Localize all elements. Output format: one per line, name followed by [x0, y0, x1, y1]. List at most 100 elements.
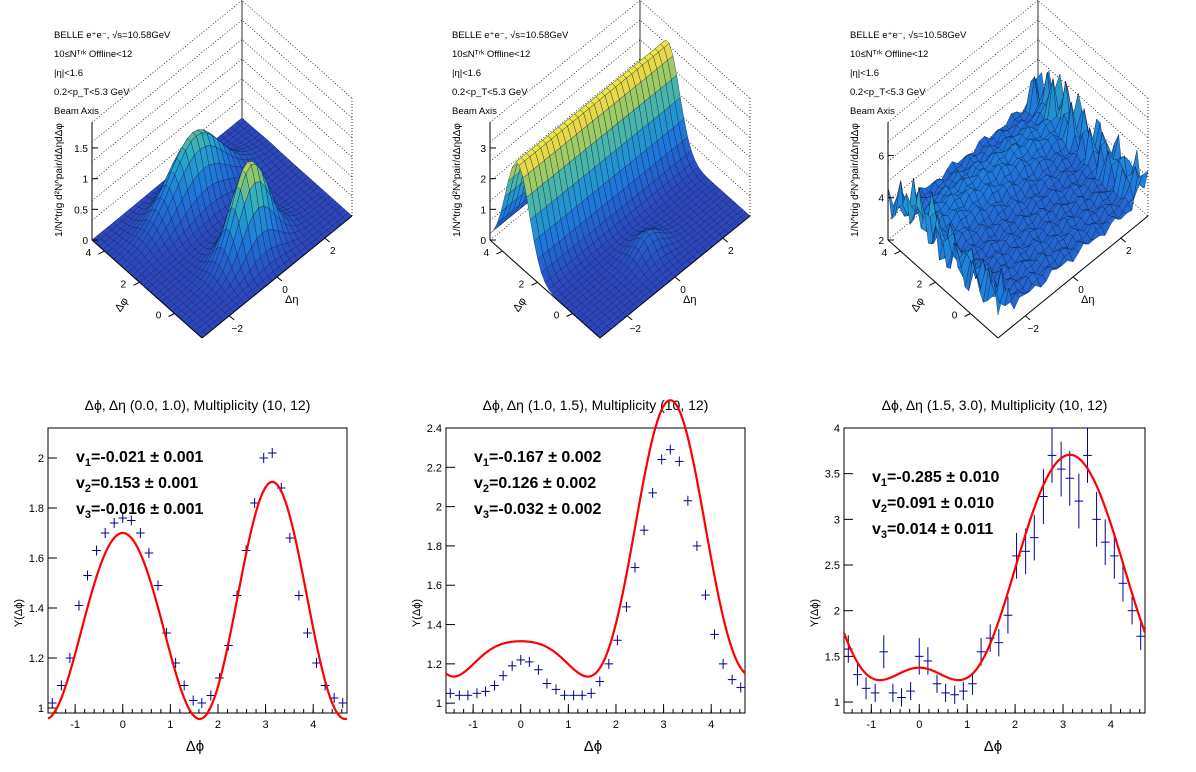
data-point: [65, 653, 75, 663]
info-line: 0.2<p_T<5.3 GeV: [452, 87, 528, 98]
chart-title: Δϕ, Δη (1.0, 1.5), Multiplicity (10, 12): [483, 397, 709, 413]
data-point: [870, 683, 880, 703]
fit-annotation: v1=-0.167 ± 0.002: [474, 449, 602, 469]
x-tick-label: -1: [468, 719, 478, 731]
data-point: [692, 540, 702, 551]
y-axis-label: Y(Δϕ): [411, 599, 423, 627]
y-tick-label: 4: [882, 248, 888, 259]
y-tick-label: 4: [86, 248, 92, 259]
data-point: [727, 674, 737, 685]
y-tick-label: 0: [952, 311, 958, 322]
data-point: [718, 658, 728, 669]
data-point: [534, 664, 543, 675]
x-tick-label: 4: [310, 719, 316, 731]
fit-annotation: v2=0.126 ± 0.002: [474, 475, 596, 495]
fit-annotation: v3=0.014 ± 0.011: [872, 521, 993, 541]
data-point: [188, 695, 198, 706]
data-point: [1092, 491, 1101, 547]
fit-curve: [445, 399, 746, 678]
data-point: [710, 629, 719, 640]
data-point: [127, 515, 136, 526]
y-axis-label: Y(Δϕ): [13, 599, 25, 627]
data-point: [639, 525, 649, 536]
x-tick-label: 1: [565, 719, 571, 731]
chart-panel-2: Δϕ, Δη (1.0, 1.5), Multiplicity (10, 12)…: [411, 397, 746, 755]
x-axis-label: Δϕ: [186, 738, 204, 755]
data-point: [303, 628, 312, 638]
info-line: BELLE e⁺e⁻, √s=10.58GeV: [850, 30, 967, 41]
data-point: [604, 658, 614, 669]
data-point: [516, 654, 526, 665]
y-axis-label: Δφ: [113, 295, 131, 314]
y-tick-label: 2.4: [427, 423, 442, 435]
data-point: [560, 690, 569, 701]
data-point: [312, 658, 321, 668]
info-line: Beam Axis: [850, 106, 895, 117]
fit-annotation: v3=-0.032 ± 0.002: [474, 501, 602, 521]
y-tick-label: 1.4: [29, 603, 44, 615]
y-tick-label: 2: [38, 453, 44, 465]
info-box: BELLE e⁺e⁻, √s=10.58GeV 10≤Nᵀʳᵏ Offline<1…: [54, 30, 171, 117]
info-line: |η|<1.6: [452, 68, 481, 79]
data-point: [736, 682, 745, 693]
z-tick-label: 0: [82, 236, 88, 247]
chart-panel-3: Δϕ, Δη (1.5, 3.0), Multiplicity (10, 12)…: [809, 397, 1147, 755]
z-axis-label: 1/N^trig d²N^pair/dΔηdΔφ: [850, 123, 861, 237]
y-tick-label: 0: [156, 311, 162, 322]
data-point: [100, 528, 110, 538]
y-tick-label: 3: [834, 514, 840, 526]
surface-panel-1: BELLE e⁺e⁻, √s=10.58GeV 10≤Nᵀʳᵏ Offline<1…: [54, 0, 353, 339]
data-point: [118, 513, 128, 523]
data-point: [490, 680, 499, 691]
y-tick-label: 1.8: [29, 503, 44, 515]
surface-mesh: [91, 117, 353, 339]
z-tick-label: 6: [878, 151, 884, 162]
info-line: Beam Axis: [54, 106, 99, 117]
y-tick-label: 2.2: [427, 462, 442, 474]
data-point: [1065, 450, 1075, 506]
data-point: [577, 690, 587, 701]
y-tick-label: 1: [834, 697, 840, 709]
data-point: [446, 688, 455, 699]
data-point: [74, 600, 84, 611]
data-point: [897, 688, 906, 707]
y-axis-label: Δφ: [511, 295, 529, 314]
data-point: [455, 690, 464, 701]
y-tick-label: 3.5: [825, 469, 840, 481]
data-point: [1003, 596, 1013, 634]
data-point: [57, 680, 66, 691]
y-tick-label: 2: [917, 279, 923, 290]
surface-mesh: [489, 39, 751, 339]
data-point: [507, 660, 517, 671]
data-point: [267, 448, 277, 458]
x-tick-label: 3: [1060, 719, 1066, 731]
data-point: [109, 518, 119, 528]
data-point: [92, 545, 101, 556]
x-axis-label: Δη: [683, 294, 696, 306]
data-point: [701, 590, 710, 601]
z-tick-label: 1.5: [74, 144, 88, 155]
data-point: [657, 454, 666, 465]
plot-frame: [843, 427, 1146, 714]
data-point: [665, 444, 675, 455]
fit-curve: [842, 453, 1147, 682]
z-tick-label: 3: [480, 144, 486, 155]
data-point: [1136, 622, 1145, 650]
plot-frame: [445, 427, 746, 714]
info-box: BELLE e⁺e⁻, √s=10.58GeV 10≤Nᵀʳᵏ Offline<1…: [452, 30, 569, 117]
data-point: [551, 684, 561, 695]
data-point: [941, 683, 950, 703]
y-axis-label: Y(Δϕ): [809, 599, 821, 627]
y-tick-label: 2: [436, 502, 442, 514]
z-axis-label: 1/N^trig d²N^pair/dΔηdΔφ: [54, 123, 65, 237]
data-point: [1127, 596, 1137, 625]
x-tick-label: 2: [330, 246, 336, 257]
x-tick-label: 0: [680, 285, 686, 296]
z-tick-label: 1: [82, 175, 88, 186]
data-point: [463, 690, 473, 701]
x-tick-label: −2: [630, 324, 642, 335]
data-point: [683, 495, 693, 506]
info-line: 0.2<p_T<5.3 GeV: [850, 87, 926, 98]
x-tick-label: 3: [263, 719, 269, 731]
